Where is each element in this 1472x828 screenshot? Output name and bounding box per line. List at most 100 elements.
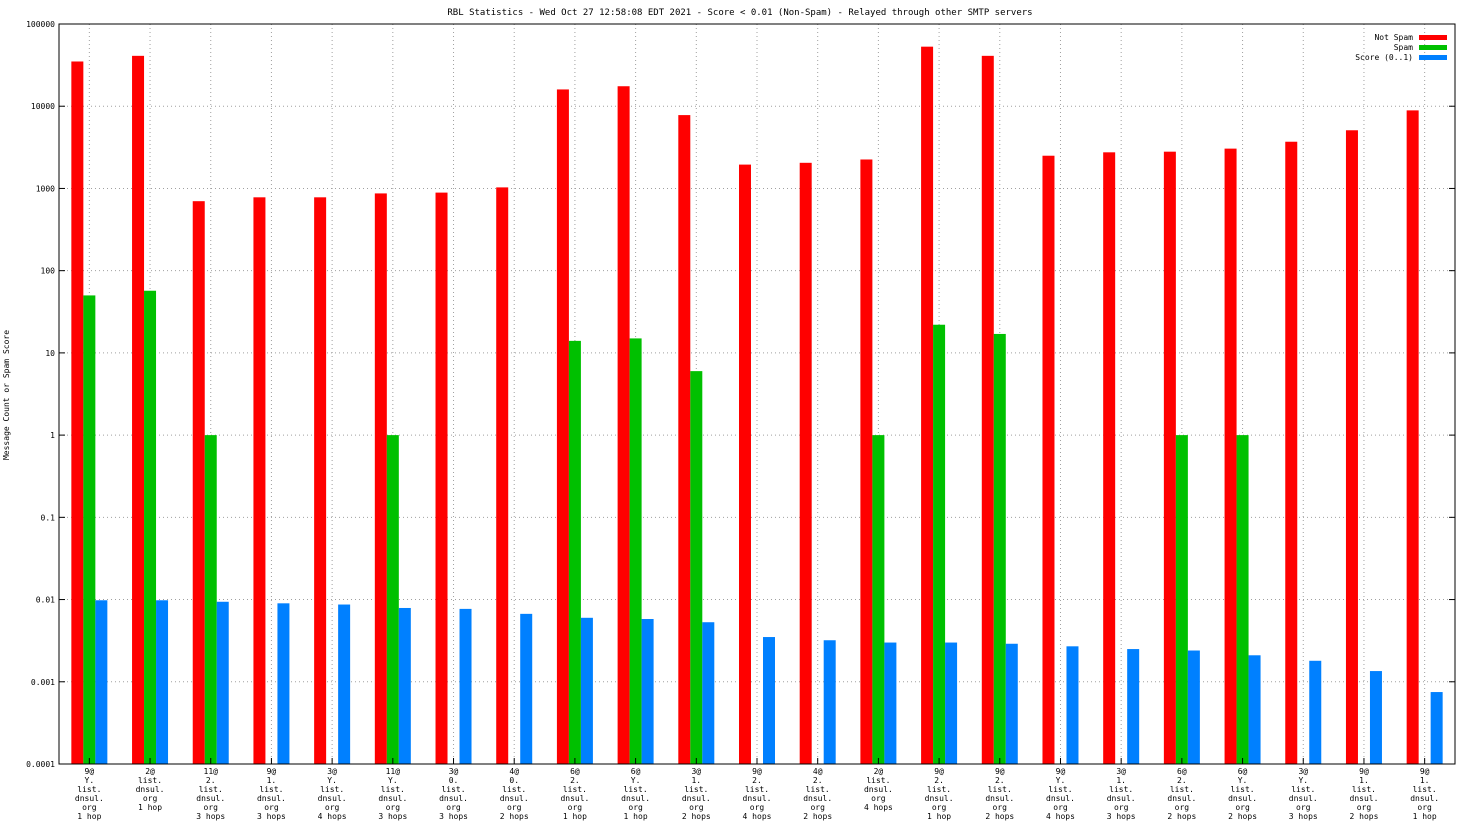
category-label-line: list. [502,785,526,794]
legend-label: Score (0..1) [1355,53,1413,62]
category-label-line: list. [745,785,769,794]
category-label-line: 9@ [267,767,277,776]
category-label-line: 2 hops [1350,812,1379,821]
category-label-line: 2@ [874,767,884,776]
y-tick-label: 1000 [36,184,55,193]
category-label-line: 2 hops [985,812,1014,821]
bar-score-0-1 [95,600,108,764]
category-label-line: 4@ [813,767,823,776]
bar-spam [386,435,399,764]
category-label-line: 6@ [631,767,641,776]
category-label-line: 2 hops [500,812,529,821]
category-label-line: 2 hops [1167,812,1196,821]
y-tick-label: 0.1 [41,513,56,522]
category-label-line: 3@ [449,767,459,776]
y-tick-label: 10000 [31,102,55,111]
category-label-line: dnsul. [864,785,893,794]
legend-swatch [1419,55,1447,60]
category-label-line: 1. [1116,776,1126,785]
bar-score-0-1 [1066,646,1079,764]
category-label-line: list. [866,776,890,785]
category-label-line: 4 hops [1046,812,1075,821]
category-label-line: Y. [85,776,95,785]
bar-spam [993,333,1006,764]
y-axis-ticks: 0.0001 0.001 0.01 0.1 1 10 100 1000 10000 100000 [26,20,1455,769]
category-label-line: 2 hops [1228,812,1257,821]
category-label-line: org [1417,803,1432,812]
category-label-line: list. [381,785,405,794]
bar-spam [629,338,642,764]
category-label-line: dnsul. [1167,794,1196,803]
category-label-line: 1 hop [138,803,162,812]
category-label-line: Y. [1056,776,1066,785]
y-axis-label: Message Count or Spam Score [2,330,11,460]
bar-spam [83,295,96,764]
chart-title: RBL Statistics - Wed Oct 27 12:58:08 EDT… [447,8,1032,18]
category-label-line: 1 hop [563,812,587,821]
category-label-line: dnsul. [1107,794,1136,803]
bar-score-0-1 [580,617,593,764]
category-label-line: Y. [388,776,398,785]
legend-swatch [1419,35,1447,40]
bar-score-0-1 [641,619,654,764]
bar-score-0-1 [945,642,958,764]
bar-not-spam [799,162,812,765]
category-label-line: list. [138,776,162,785]
category-label-line: 2. [570,776,580,785]
category-label-line: 9@ [1359,767,1369,776]
category-label-line: 3@ [691,767,701,776]
category-label-line: 2 hops [803,812,832,821]
category-label-line: dnsul. [318,794,347,803]
category-label-line: list. [684,785,708,794]
bar-not-spam [617,86,630,765]
category-label-line: 1. [1420,776,1430,785]
category-label-line: list. [1231,785,1255,794]
legend-swatch [1419,45,1447,50]
category-label-line: dnsul. [1289,794,1318,803]
category-label-line: 4 hops [743,812,772,821]
category-label-line: list. [1413,785,1437,794]
bar-not-spam [1345,130,1358,764]
category-label-line: 1 hop [1413,812,1437,821]
y-tick-label: 100 [41,267,56,276]
category-label-line: list. [320,785,344,794]
bar-not-spam [192,201,205,764]
bar-not-spam [556,89,569,764]
category-label-line: org [568,803,583,812]
bar-not-spam [678,115,691,765]
bar-score-0-1 [520,613,533,764]
category-label-line: list. [259,785,283,794]
category-label-line: org [932,803,947,812]
bar-score-0-1 [1187,650,1200,764]
category-label-line: org [1296,803,1311,812]
y-tick-label: 0.001 [31,678,55,687]
category-label-line: dnsul. [1350,794,1379,803]
category-label-line: 3@ [1116,767,1126,776]
bar-spam [1236,435,1249,764]
bar-not-spam [496,187,509,765]
category-label-line: 3@ [327,767,337,776]
bar-not-spam [435,192,448,764]
category-label-line: Y. [327,776,337,785]
category-label-line: 2. [995,776,1005,785]
category-label-line: org [143,794,158,803]
category-label-line: dnsul. [500,794,529,803]
bar-score-0-1 [216,601,229,764]
category-label-line: 4 hops [864,803,893,812]
category-label-line: 9@ [85,767,95,776]
category-label-line: 2. [813,776,823,785]
bar-not-spam [253,197,266,765]
bar-spam [1175,435,1188,764]
bar-score-0-1 [1309,660,1322,764]
category-label-line: list. [199,785,223,794]
legend-label: Spam [1394,43,1413,52]
category-label-line: 3@ [1298,767,1308,776]
bar-score-0-1 [398,607,411,764]
category-label-line: dnsul. [560,794,589,803]
category-label-line: 6@ [1177,767,1187,776]
category-label-line: 4 hops [318,812,347,821]
category-label-line: dnsul. [196,794,225,803]
bar-score-0-1 [702,622,715,764]
bar-spam [144,290,157,764]
